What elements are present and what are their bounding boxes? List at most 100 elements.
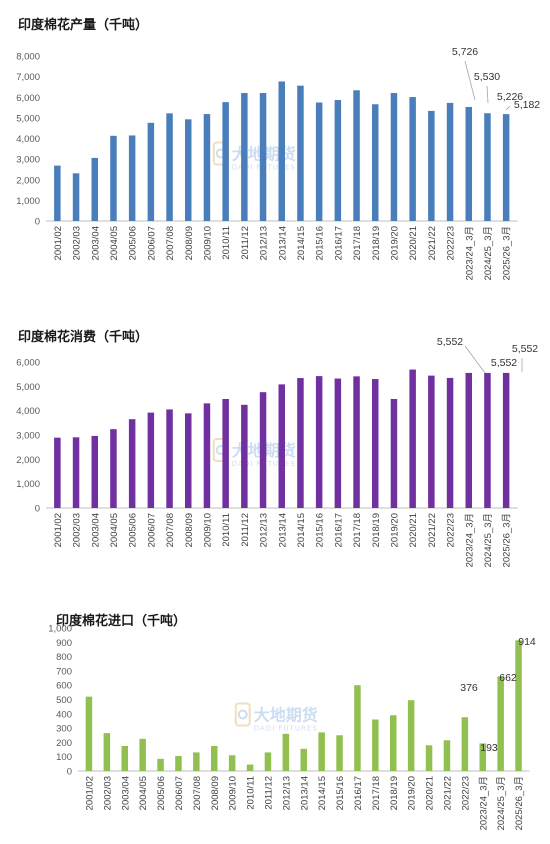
production-bar: [428, 110, 435, 221]
production-x-tick-label: 2007/08: [165, 226, 176, 260]
imports-y-tick-label: 700: [56, 666, 72, 677]
imports-y-tick-label: 200: [56, 738, 72, 749]
imports-bar: [497, 676, 504, 771]
imports-x-tick-label: 2003/04: [120, 776, 131, 810]
consumption-bar: [185, 413, 192, 508]
production-x-tick-label: 2023/24_3月: [464, 226, 475, 280]
production-x-tick-label: 2016/17: [333, 226, 344, 260]
consumption-x-tick-label: 2021/22: [427, 513, 438, 547]
watermark-name: 大地期货: [232, 441, 296, 460]
production-bar: [297, 85, 304, 221]
production-y-tick-label: 1,000: [16, 196, 40, 207]
imports-y-tick-label: 1,000: [48, 624, 72, 635]
imports-data-label: 662: [499, 672, 517, 684]
imports-x-tick-label: 2012/13: [281, 776, 292, 810]
production-bar: [334, 100, 342, 221]
production-y-tick-label: 0: [35, 217, 40, 228]
imports-bar: [85, 696, 93, 771]
production-x-tick-label: 2017/18: [352, 226, 363, 260]
consumption-x-tick-label: 2014/15: [296, 513, 307, 547]
consumption-label-leader-line: [464, 345, 486, 374]
production-data-label: 5,726: [452, 46, 478, 58]
consumption-x-tick-label: 2009/10: [202, 513, 213, 547]
production-x-tick-label: 2005/06: [128, 226, 139, 260]
production-bar: [147, 122, 155, 221]
imports-x-tick-label: 2008/09: [210, 776, 221, 810]
imports-data-label: 193: [480, 742, 498, 754]
consumption-x-tick-label: 2011/12: [240, 513, 251, 547]
production-bar: [110, 135, 117, 221]
imports-y-tick-label: 900: [56, 638, 72, 649]
production-y-tick-label: 5,000: [16, 113, 40, 124]
imports-x-tick-label: 2023/24_3月: [478, 776, 489, 830]
imports-x-tick-label: 2004/05: [138, 776, 149, 810]
imports-bar: [282, 733, 290, 771]
production-x-tick-label: 2019/20: [389, 226, 400, 260]
consumption-bar: [128, 419, 136, 508]
imports-x-tick-label: 2025/26_3月: [514, 776, 525, 830]
production-y-tick-label: 2,000: [16, 175, 40, 186]
production-x-tick-label: 2001/02: [53, 226, 64, 260]
production-y-tick-label: 8,000: [16, 52, 40, 63]
imports-y-tick-label: 0: [67, 767, 72, 778]
consumption-x-tick-label: 2005/06: [128, 513, 139, 547]
production-label-leader-line: [486, 85, 489, 104]
consumption-x-tick-label: 2003/04: [90, 513, 101, 547]
imports-bar: [157, 758, 164, 771]
consumption-y-tick-label: 2,000: [16, 455, 40, 466]
production-data-label: 5,226: [497, 91, 523, 103]
production-chart: 印度棉花产量（千吨） 0 1,000 2,000 3,000 4,000 5,000 6,0…: [0, 0, 550, 300]
consumption-data-label: 5,552: [512, 343, 538, 355]
production-bar: [390, 93, 398, 221]
production-bar: [166, 113, 173, 221]
production-x-tick-label: 2015/16: [315, 226, 326, 260]
imports-x-tick-label: 2014/15: [317, 776, 328, 810]
imports-bar: [193, 752, 200, 771]
imports-bar: [318, 732, 325, 771]
imports-data-label: 914: [518, 636, 536, 648]
consumption-x-tick-label: 2019/20: [389, 513, 400, 547]
consumption-x-tick-label: 2008/09: [184, 513, 195, 547]
consumption-bar: [278, 384, 285, 508]
production-bar: [446, 102, 454, 221]
production-label-leader-line: [505, 105, 511, 111]
production-bar: [372, 104, 379, 221]
production-bar: [259, 93, 267, 221]
production-x-tick-label: 2006/07: [146, 226, 157, 260]
imports-y-tick-label: 600: [56, 681, 72, 692]
imports-x-tick-label: 2017/18: [371, 776, 382, 810]
imports-bar: [246, 764, 254, 771]
production-x-tick-label: 2004/05: [109, 226, 120, 260]
imports-bar: [515, 640, 522, 771]
dadi-logo-dot: [237, 709, 248, 720]
imports-x-tick-label: 2024/25_3月: [496, 776, 507, 830]
consumption-bar: [241, 404, 248, 508]
production-bar: [222, 102, 229, 221]
production-x-tick-label: 2021/22: [427, 226, 438, 260]
dadi-logo-dot: [215, 445, 226, 455]
consumption-bar: [334, 378, 342, 508]
imports-bar: [390, 715, 397, 771]
imports-bar: [461, 717, 469, 771]
imports-bar: [264, 752, 272, 771]
imports-x-tick-label: 2019/20: [407, 776, 418, 810]
imports-y-tick-label: 100: [56, 752, 72, 763]
consumption-bar: [484, 372, 491, 508]
consumption-bar: [446, 377, 454, 508]
production-x-tick-label: 2025/26_3月: [502, 226, 513, 280]
consumption-x-tick-label: 2017/18: [352, 513, 363, 547]
imports-x-tick-label: 2006/07: [174, 776, 185, 810]
consumption-x-tick-label: 2022/23: [446, 513, 457, 547]
consumption-bar: [353, 376, 360, 508]
imports-x-tick-label: 2011/12: [263, 776, 274, 810]
consumption-bar: [259, 392, 267, 508]
production-bar: [315, 102, 323, 221]
consumption-bar: [166, 409, 173, 508]
consumption-bar: [54, 437, 61, 508]
production-y-tick-label: 3,000: [16, 155, 40, 166]
imports-x-tick-label: 2013/14: [299, 776, 310, 810]
consumption-x-tick-label: 2015/16: [315, 513, 326, 547]
imports-x-tick-label: 2022/23: [460, 776, 471, 810]
production-bar: [72, 173, 80, 221]
